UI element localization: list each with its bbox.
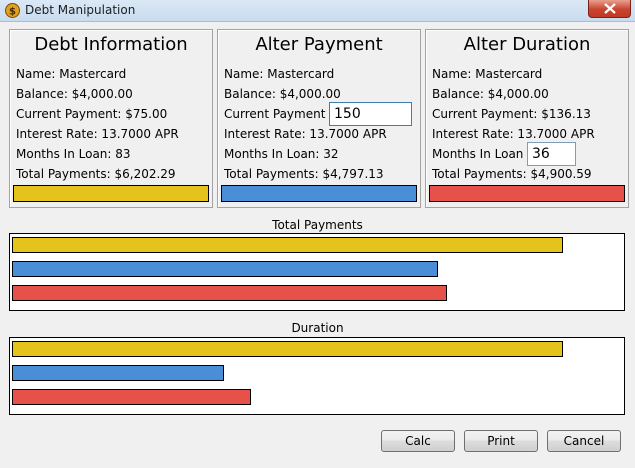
total-payments-label: Total Payments: $4,797.13 <box>224 167 384 181</box>
close-button[interactable] <box>588 0 631 18</box>
panel-title: Alter Payment <box>255 34 383 55</box>
total-payments-bar-alter-duration <box>12 285 447 301</box>
calc-button[interactable]: Calc <box>381 430 455 452</box>
name-label: Name: Mastercard <box>432 67 543 81</box>
panel-title: Debt Information <box>34 34 188 55</box>
blue-color-bar <box>221 185 417 202</box>
cancel-button[interactable]: Cancel <box>547 430 621 452</box>
duration-bar-debt <box>12 341 563 357</box>
current-payment-label: Current Payment <box>224 107 326 121</box>
title-bar: $ Debt Manipulation <box>0 0 635 22</box>
total-payments-chart-label: Total Payments <box>272 218 363 232</box>
months-in-loan-label: Months In Loan <box>432 147 524 161</box>
duration-bar-alter-duration <box>12 389 251 405</box>
name-label: Name: Mastercard <box>224 67 335 81</box>
months-in-loan-label: Months In Loan: 32 <box>224 147 339 161</box>
total-payments-bar-alter-payment <box>12 261 438 277</box>
current-payment-input[interactable]: 150 <box>329 102 412 126</box>
print-button[interactable]: Print <box>464 430 538 452</box>
months-in-loan-input[interactable]: 36 <box>527 142 576 166</box>
current-payment-label: Current Payment: $75.00 <box>16 107 168 121</box>
app-icon: $ <box>5 3 20 18</box>
red-color-bar <box>429 185 625 202</box>
svg-text:$: $ <box>9 7 16 18</box>
balance-label: Balance: $4,000.00 <box>432 87 549 101</box>
balance-label: Balance: $4,000.00 <box>16 87 133 101</box>
duration-chart-label: Duration <box>291 321 344 335</box>
yellow-color-bar <box>13 185 209 202</box>
total-payments-label: Total Payments: $4,900.59 <box>432 167 592 181</box>
total-payments-bar-debt <box>12 237 563 253</box>
total-payments-label: Total Payments: $6,202.29 <box>16 167 176 181</box>
close-icon <box>604 3 616 14</box>
panel-title: Alter Duration <box>463 34 591 55</box>
name-label: Name: Mastercard <box>16 67 127 81</box>
interest-rate-label: Interest Rate: 13.7000 APR <box>224 127 387 141</box>
duration-bar-alter-payment <box>12 365 224 381</box>
alter-payment-panel: Alter Payment Name: Mastercard Balance: … <box>217 29 421 208</box>
debt-information-panel: Debt Information Name: Mastercard Balanc… <box>9 29 213 208</box>
alter-duration-panel: Alter Duration Name: Mastercard Balance:… <box>425 29 629 208</box>
interest-rate-label: Interest Rate: 13.7000 APR <box>16 127 179 141</box>
current-payment-label: Current Payment: $136.13 <box>432 107 591 121</box>
interest-rate-label: Interest Rate: 13.7000 APR <box>432 127 595 141</box>
duration-chart <box>9 337 625 415</box>
window-body: Debt Information Name: Mastercard Balanc… <box>0 22 635 468</box>
balance-label: Balance: $4,000.00 <box>224 87 341 101</box>
window-title: Debt Manipulation <box>25 3 136 17</box>
months-in-loan-label: Months In Loan: 83 <box>16 147 131 161</box>
total-payments-chart <box>9 233 625 311</box>
